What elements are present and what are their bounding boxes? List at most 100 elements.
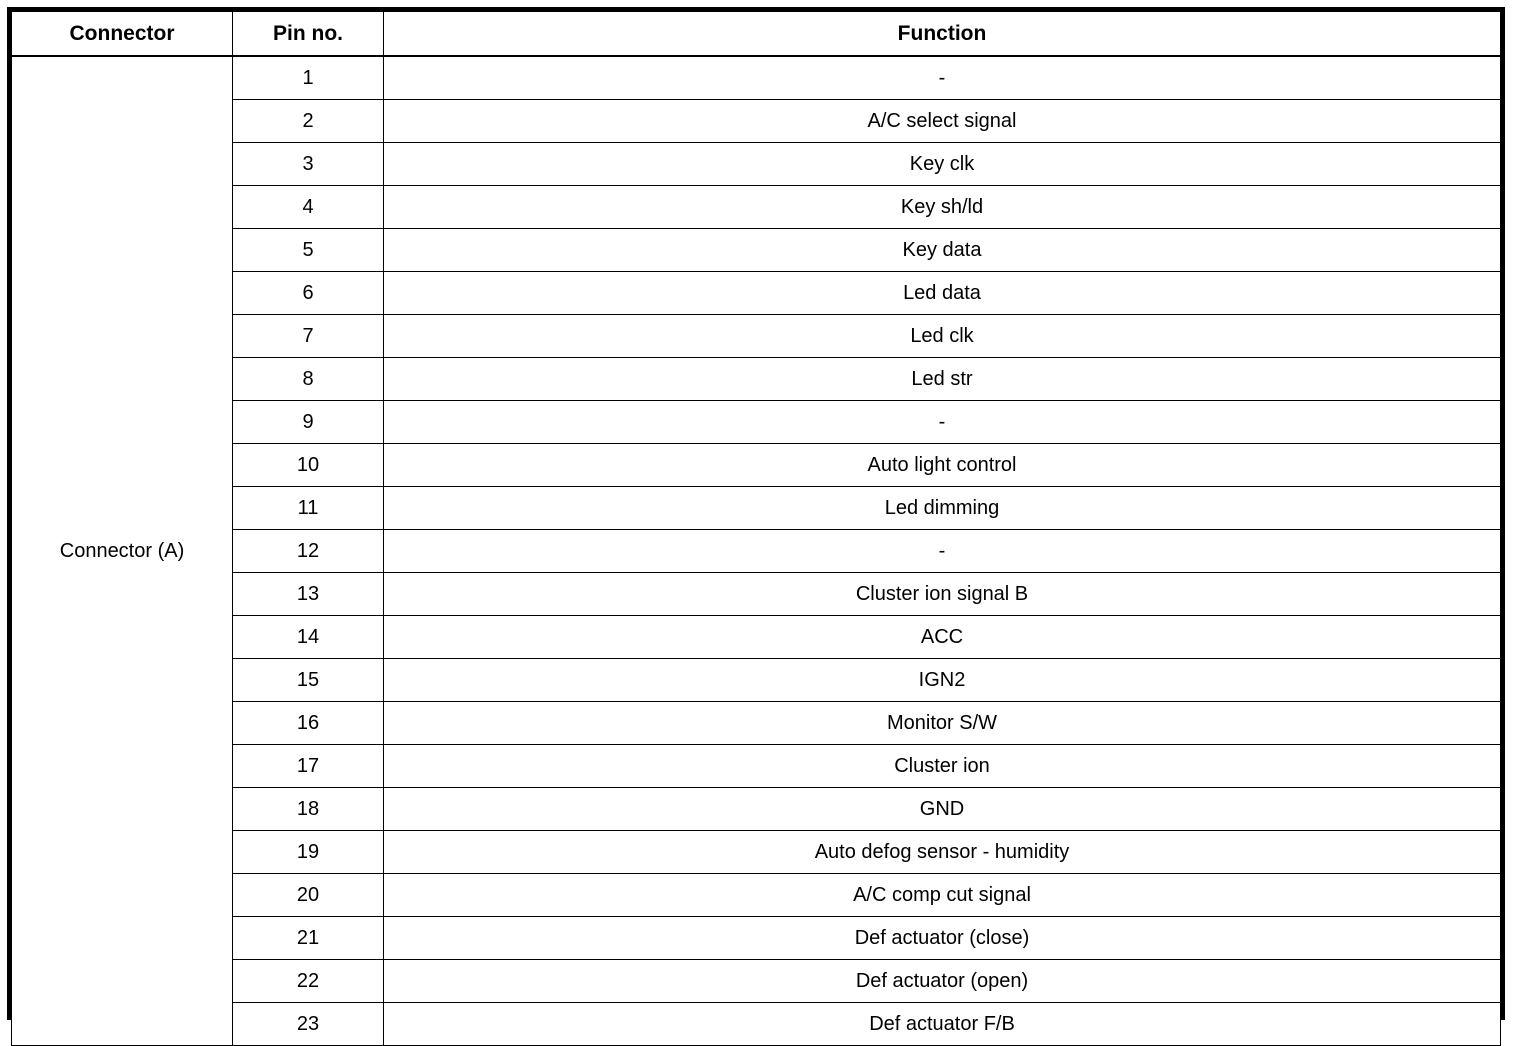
column-header-function-label: Function bbox=[897, 21, 987, 45]
table-row: 8 Led str bbox=[12, 357, 1501, 401]
pin-number-label: 18 bbox=[296, 798, 320, 820]
pin-number-label: 5 bbox=[302, 239, 314, 261]
function-label: Cluster ion bbox=[894, 755, 990, 777]
connector-pinout-table-container: Connector Pin no. Function Connector (A)… bbox=[7, 7, 1505, 1046]
pin-number-cell: 2 bbox=[232, 99, 384, 143]
pin-number-cell: 9 bbox=[232, 400, 384, 444]
pin-number-label: 2 bbox=[302, 110, 314, 132]
pin-number-cell: 12 bbox=[232, 529, 384, 573]
table-row: 20 A/C comp cut signal bbox=[12, 873, 1501, 917]
function-cell: - bbox=[383, 529, 1501, 573]
connector-name-label: Connector (A) bbox=[59, 540, 185, 562]
function-label: Auto light control bbox=[867, 454, 1017, 476]
pin-number-cell: 11 bbox=[232, 486, 384, 530]
table-row: 12 - bbox=[12, 529, 1501, 573]
pin-number-label: 9 bbox=[302, 411, 314, 433]
function-cell: Key clk bbox=[383, 142, 1501, 186]
pin-number-cell: 4 bbox=[232, 185, 384, 229]
pin-number-cell: 20 bbox=[232, 873, 384, 917]
connector-pinout-table: Connector Pin no. Function Connector (A)… bbox=[11, 11, 1501, 1046]
pin-number-label: 13 bbox=[296, 583, 320, 605]
column-header-connector: Connector bbox=[11, 11, 233, 57]
pin-number-label: 16 bbox=[296, 712, 320, 734]
function-label: ACC bbox=[920, 626, 964, 648]
function-label: Def actuator (close) bbox=[854, 927, 1030, 949]
function-cell: ACC bbox=[383, 615, 1501, 659]
table-row: 7 Led clk bbox=[12, 314, 1501, 358]
function-cell: Def actuator (open) bbox=[383, 959, 1501, 1003]
function-label: IGN2 bbox=[918, 669, 966, 691]
pin-number-label: 14 bbox=[296, 626, 320, 648]
function-cell: GND bbox=[383, 787, 1501, 831]
pin-number-cell: 7 bbox=[232, 314, 384, 358]
function-label: Auto defog sensor - humidity bbox=[814, 841, 1070, 863]
function-label: - bbox=[938, 540, 946, 562]
function-cell: Key sh/ld bbox=[383, 185, 1501, 229]
function-cell: - bbox=[383, 55, 1501, 100]
pin-number-label: 1 bbox=[302, 67, 314, 89]
table-row: 19 Auto defog sensor - humidity bbox=[12, 830, 1501, 874]
function-label: Cluster ion signal B bbox=[855, 583, 1029, 605]
function-label: Def actuator F/B bbox=[869, 1013, 1015, 1035]
table-row: 18 GND bbox=[12, 787, 1501, 831]
function-label: Key clk bbox=[909, 153, 975, 175]
pin-number-label: 7 bbox=[302, 325, 314, 347]
function-label: A/C select signal bbox=[867, 110, 1017, 132]
table-row: 5 Key data bbox=[12, 228, 1501, 272]
function-label: - bbox=[938, 67, 946, 89]
table-row: 13 Cluster ion signal B bbox=[12, 572, 1501, 616]
pin-number-cell: 1 bbox=[232, 55, 384, 100]
pin-number-label: 22 bbox=[296, 970, 320, 992]
function-label: Monitor S/W bbox=[886, 712, 998, 734]
column-header-pin-no: Pin no. bbox=[232, 11, 384, 57]
table-row: 21 Def actuator (close) bbox=[12, 916, 1501, 960]
pin-number-label: 6 bbox=[302, 282, 314, 304]
table-body: Connector (A) 1 - 2 A/C select signal 3 Key cl… bbox=[11, 55, 1501, 1046]
table-row: 2 A/C select signal bbox=[12, 99, 1501, 143]
pin-number-cell: 3 bbox=[232, 142, 384, 186]
column-header-connector-label: Connector bbox=[69, 21, 175, 45]
pin-number-cell: 22 bbox=[232, 959, 384, 1003]
pin-number-label: 12 bbox=[296, 540, 320, 562]
pin-number-cell: 8 bbox=[232, 357, 384, 401]
pin-number-label: 10 bbox=[296, 454, 320, 476]
function-label: Led data bbox=[903, 282, 981, 304]
function-cell: Led data bbox=[383, 271, 1501, 315]
function-label: A/C comp cut signal bbox=[853, 884, 1031, 906]
pin-number-label: 20 bbox=[296, 884, 320, 906]
pin-number-label: 21 bbox=[296, 927, 320, 949]
table-row: 9- bbox=[12, 400, 1501, 444]
pin-number-cell: 17 bbox=[232, 744, 384, 788]
table-row: 4 Key sh/ld bbox=[12, 185, 1501, 229]
table-header-row: Connector Pin no. Function bbox=[11, 11, 1501, 57]
table-row: 17 Cluster ion bbox=[12, 744, 1501, 788]
function-label: Led str bbox=[911, 368, 973, 390]
table-row: 22 Def actuator (open) bbox=[12, 959, 1501, 1003]
function-label: Key sh/ld bbox=[900, 196, 984, 218]
pin-number-label: 23 bbox=[296, 1013, 320, 1035]
table-header: Connector Pin no. Function bbox=[11, 11, 1501, 57]
pin-number-label: 8 bbox=[302, 368, 314, 390]
pin-number-cell: 15 bbox=[232, 658, 384, 702]
pin-number-cell: 14 bbox=[232, 615, 384, 659]
pin-number-label: 4 bbox=[302, 196, 314, 218]
function-cell: A/C comp cut signal bbox=[383, 873, 1501, 917]
function-cell: Led clk bbox=[383, 314, 1501, 358]
pin-number-cell: 6 bbox=[232, 271, 384, 315]
table-row: 10 Auto light control bbox=[12, 443, 1501, 487]
function-label: GND bbox=[919, 798, 965, 820]
table-row: 3 Key clk bbox=[12, 142, 1501, 186]
function-cell: Key data bbox=[383, 228, 1501, 272]
pin-number-label: 15 bbox=[296, 669, 320, 691]
table-row: 15 IGN2 bbox=[12, 658, 1501, 702]
function-label: - bbox=[938, 411, 946, 433]
function-cell: Def actuator F/B bbox=[383, 1002, 1501, 1046]
pin-number-label: 17 bbox=[296, 755, 320, 777]
pin-number-cell: 23 bbox=[232, 1002, 384, 1046]
pin-number-label: 11 bbox=[297, 497, 319, 519]
function-cell: Auto defog sensor - humidity bbox=[383, 830, 1501, 874]
table-row: 16 Monitor S/W bbox=[12, 701, 1501, 745]
pin-number-cell: 5 bbox=[232, 228, 384, 272]
pin-number-cell: 13 bbox=[232, 572, 384, 616]
